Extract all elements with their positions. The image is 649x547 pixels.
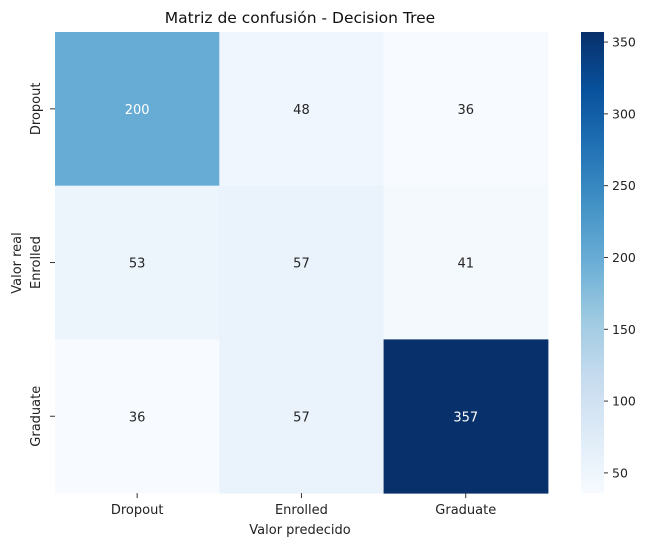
y-tick-label: Graduate	[29, 386, 44, 447]
x-tick-label: Dropout	[111, 503, 164, 518]
heatmap-cell	[55, 32, 220, 187]
cell-value-label: 36	[129, 410, 146, 425]
cell-value-label: 57	[293, 257, 310, 272]
x-axis-ticks: Dropout Enrolled Graduate	[111, 493, 496, 518]
x-axis-label: Valor predecido	[249, 523, 350, 538]
x-tick-label: Graduate	[435, 503, 496, 518]
colorbar-tick-label: 100	[612, 394, 636, 409]
colorbar-ticks: 50 100 150 200 250 300 350	[604, 35, 636, 480]
y-axis-ticks: Dropout Enrolled Graduate	[29, 83, 55, 447]
cell-value-label: 357	[453, 410, 478, 425]
cell-value-label: 41	[457, 257, 474, 272]
heatmap-cell	[219, 339, 385, 494]
y-tick-label: Enrolled	[29, 236, 44, 289]
heatmap-cell	[219, 32, 385, 187]
colorbar-tick-label: 50	[612, 465, 628, 480]
colorbar-tick-label: 150	[612, 322, 636, 337]
heatmap-cell	[383, 32, 549, 187]
colorbar-tick-label: 200	[612, 250, 636, 265]
cell-value-label: 48	[293, 103, 310, 118]
heatmap-cell	[55, 185, 220, 340]
cell-value-label: 53	[129, 257, 146, 272]
colorbar-tick-label: 300	[612, 106, 636, 121]
y-tick-label: Dropout	[29, 83, 44, 136]
heatmap-cell	[383, 339, 549, 494]
heatmap-cells: 200 48 36 53 57 41 36 57 357	[55, 32, 549, 494]
cell-value-label: 200	[125, 103, 150, 118]
colorbar-tick-label: 350	[612, 35, 636, 50]
y-axis-label: Valor real	[10, 232, 25, 294]
cell-value-label: 57	[293, 410, 310, 425]
heatmap-cell	[55, 339, 220, 494]
heatmap-cell	[219, 185, 385, 340]
cell-value-label: 36	[457, 103, 474, 118]
x-tick-label: Enrolled	[275, 503, 328, 518]
colorbar	[581, 32, 604, 493]
colorbar-tick-label: 250	[612, 178, 636, 193]
heatmap-cell	[383, 185, 549, 340]
chart-title: Matriz de confusión - Decision Tree	[165, 9, 435, 27]
